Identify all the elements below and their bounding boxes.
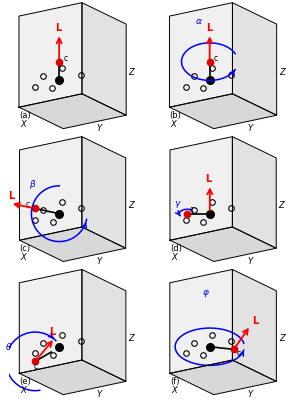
Polygon shape <box>232 3 277 115</box>
Text: c: c <box>34 362 38 371</box>
Text: Y: Y <box>247 124 253 133</box>
Text: φ: φ <box>203 288 209 296</box>
Text: Y: Y <box>247 390 252 399</box>
Text: X: X <box>171 386 177 395</box>
Polygon shape <box>170 270 232 373</box>
Text: Y: Y <box>97 390 102 399</box>
Polygon shape <box>170 137 232 240</box>
Polygon shape <box>19 270 82 373</box>
Text: Z: Z <box>279 68 285 77</box>
Text: Z: Z <box>279 201 284 210</box>
Text: (c): (c) <box>20 244 31 253</box>
Text: c: c <box>25 200 29 209</box>
Text: c: c <box>214 54 218 63</box>
Polygon shape <box>169 94 277 129</box>
Text: Z: Z <box>129 68 135 77</box>
Polygon shape <box>82 3 126 115</box>
Text: θ: θ <box>6 343 11 352</box>
Polygon shape <box>19 94 126 129</box>
Text: Z: Z <box>128 334 134 343</box>
Text: X: X <box>20 120 26 129</box>
Text: X: X <box>171 253 177 262</box>
Text: L: L <box>55 23 61 33</box>
Text: (d): (d) <box>170 244 182 253</box>
Polygon shape <box>20 137 82 240</box>
Text: Y: Y <box>97 124 102 133</box>
Text: Z: Z <box>128 201 134 210</box>
Polygon shape <box>82 137 126 248</box>
Text: L: L <box>9 191 15 201</box>
Text: c: c <box>236 349 240 358</box>
Text: Y: Y <box>97 257 102 266</box>
Text: X: X <box>171 120 176 129</box>
Text: X: X <box>20 253 26 262</box>
Polygon shape <box>82 270 126 381</box>
Polygon shape <box>19 3 82 107</box>
Text: L: L <box>49 327 56 337</box>
Text: Y: Y <box>247 257 252 266</box>
Text: c: c <box>190 205 194 214</box>
Text: α: α <box>196 17 201 26</box>
Text: (e): (e) <box>19 377 31 386</box>
Text: β: β <box>29 180 34 189</box>
Text: (f): (f) <box>170 377 179 386</box>
Text: (b): (b) <box>169 111 181 120</box>
Polygon shape <box>20 227 126 262</box>
Polygon shape <box>169 3 232 107</box>
Text: L: L <box>252 316 258 326</box>
Polygon shape <box>19 360 126 395</box>
Polygon shape <box>232 270 276 381</box>
Text: L: L <box>206 23 212 33</box>
Text: Z: Z <box>279 334 284 343</box>
Polygon shape <box>170 360 276 395</box>
Text: X: X <box>20 386 26 395</box>
Polygon shape <box>170 227 276 262</box>
Text: (a): (a) <box>19 111 31 120</box>
Text: c: c <box>63 54 67 63</box>
Text: L: L <box>205 174 211 184</box>
Polygon shape <box>232 137 276 248</box>
Text: γ: γ <box>174 199 179 208</box>
